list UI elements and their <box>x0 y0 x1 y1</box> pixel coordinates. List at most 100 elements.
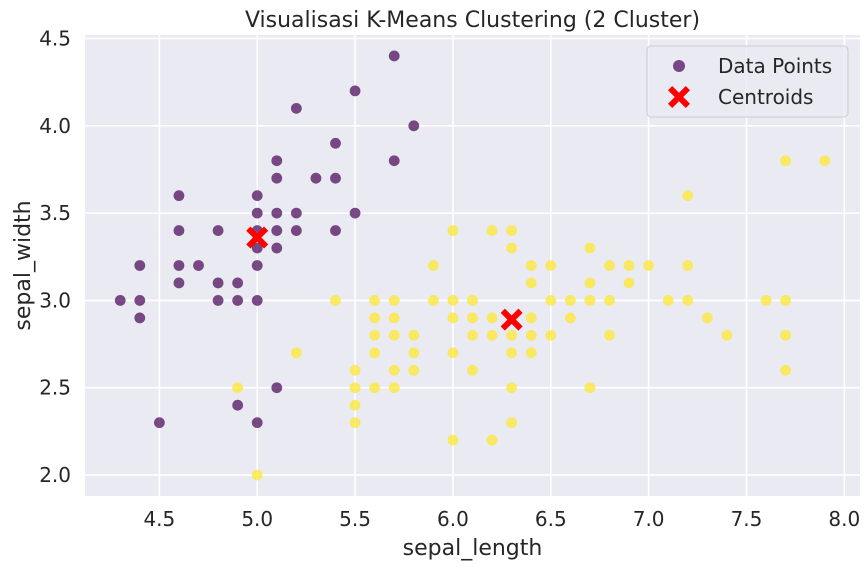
data-point <box>388 364 400 376</box>
data-point <box>271 225 283 236</box>
data-point <box>369 312 381 324</box>
x-tick-label: 6.5 <box>535 507 567 531</box>
data-point <box>760 295 772 306</box>
y-axis-label: sepal_width <box>11 200 36 330</box>
data-point <box>682 190 694 202</box>
centroid-markers <box>246 226 523 331</box>
data-point <box>173 260 185 271</box>
data-point <box>721 329 733 341</box>
data-point <box>349 207 361 219</box>
data-point <box>271 382 283 394</box>
data-point <box>427 295 439 306</box>
data-point <box>369 347 381 359</box>
data-point <box>408 364 420 376</box>
data-point <box>447 312 459 324</box>
data-point <box>467 312 478 324</box>
data-point <box>780 364 792 376</box>
legend-data-points-marker <box>673 60 685 72</box>
x-tick-label: 5.0 <box>241 507 273 531</box>
data-point <box>564 312 576 324</box>
legend-centroids-marker <box>668 86 690 108</box>
x-tick-label: 7.0 <box>633 507 665 531</box>
data-point <box>604 260 615 271</box>
data-point <box>506 225 518 236</box>
data-point <box>271 242 283 254</box>
data-point <box>408 329 420 341</box>
data-point <box>369 382 381 394</box>
data-point <box>447 347 459 359</box>
data-point <box>271 207 283 219</box>
data-point <box>251 207 263 219</box>
data-point <box>369 295 381 306</box>
data-point <box>701 312 713 324</box>
data-point <box>388 295 400 306</box>
data-point <box>662 295 674 306</box>
data-point <box>330 137 341 149</box>
data-point <box>153 417 165 429</box>
data-point <box>682 295 694 306</box>
y-tick-label: 4.5 <box>39 26 71 50</box>
data-point <box>330 172 341 184</box>
data-point <box>819 155 831 167</box>
x-tick-label: 6.0 <box>437 507 469 531</box>
data-point <box>232 399 244 411</box>
legend: Data Points Centroids <box>646 45 849 118</box>
data-point <box>173 277 185 289</box>
data-point <box>584 277 596 289</box>
data-point <box>134 295 146 306</box>
legend-box <box>646 45 849 118</box>
centroid-marker <box>500 308 523 331</box>
data-point <box>447 295 459 306</box>
data-point <box>564 295 576 306</box>
data-point <box>447 225 459 236</box>
x-axis-label: sepal_length <box>403 536 543 561</box>
data-point <box>584 242 596 254</box>
data-point <box>212 225 224 236</box>
y-tick-label: 2.0 <box>39 463 71 487</box>
data-point <box>780 329 792 341</box>
data-point <box>388 329 400 341</box>
data-point <box>506 242 518 254</box>
data-point <box>212 277 224 289</box>
data-point <box>290 102 302 114</box>
data-point <box>682 260 694 271</box>
data-point <box>467 329 478 341</box>
data-point <box>506 347 518 359</box>
data-point <box>623 260 635 271</box>
data-point <box>212 295 224 306</box>
data-point <box>271 172 283 184</box>
data-point <box>290 207 302 219</box>
data-point <box>486 329 498 341</box>
data-point <box>349 364 361 376</box>
data-point <box>193 260 204 271</box>
data-point <box>349 399 361 411</box>
data-point <box>232 277 244 289</box>
data-point <box>251 242 263 254</box>
data-point <box>467 364 478 376</box>
data-point <box>349 417 361 429</box>
data-point <box>545 295 557 306</box>
data-point <box>114 295 126 306</box>
data-point <box>290 347 302 359</box>
data-point <box>251 469 263 481</box>
data-point <box>525 312 537 324</box>
data-point <box>388 312 400 324</box>
data-point <box>780 295 792 306</box>
data-point <box>388 50 400 62</box>
x-tick-label: 4.5 <box>143 507 175 531</box>
x-tick-label: 5.5 <box>339 507 371 531</box>
data-point <box>251 417 263 429</box>
data-point <box>506 417 518 429</box>
data-point <box>251 295 263 306</box>
data-point <box>486 312 498 324</box>
data-point <box>290 225 302 236</box>
y-tick-label: 3.5 <box>39 201 71 225</box>
data-point <box>408 120 420 132</box>
data-point <box>408 347 420 359</box>
data-point <box>134 260 146 271</box>
data-point <box>271 155 283 167</box>
data-point <box>251 190 263 202</box>
data-point <box>173 190 185 202</box>
data-points <box>114 50 831 481</box>
